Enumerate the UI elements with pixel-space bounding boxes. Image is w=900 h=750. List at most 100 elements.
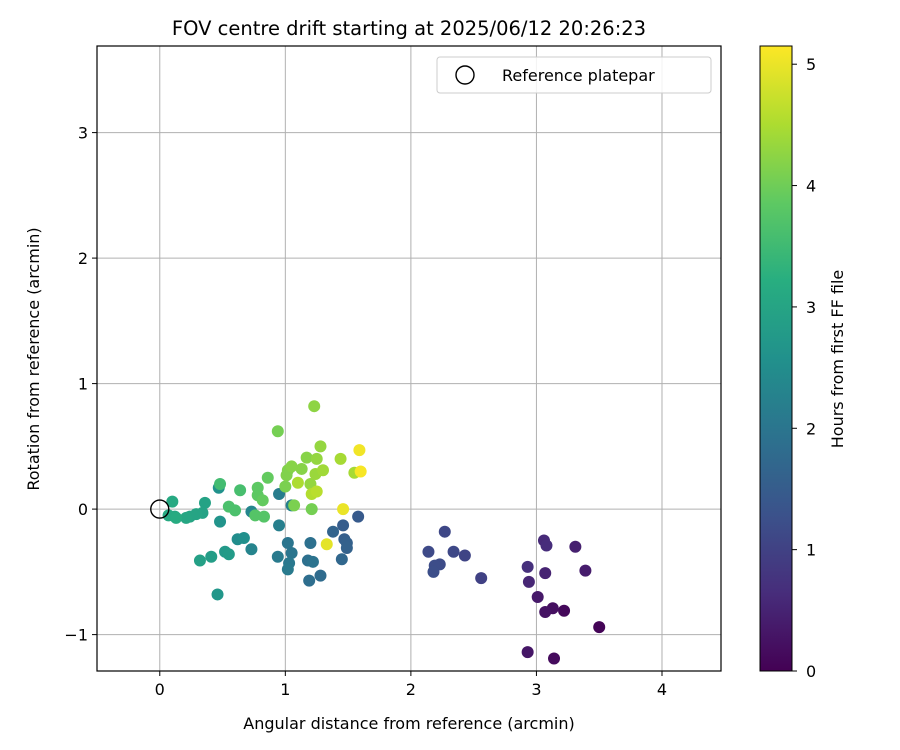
data-point [304, 536, 317, 549]
data-point [310, 485, 323, 498]
y-tick-label: 1 [78, 375, 88, 394]
data-point [295, 462, 308, 475]
data-point [303, 574, 316, 587]
data-point [569, 540, 582, 553]
data-point [229, 504, 242, 517]
data-point [291, 476, 304, 489]
data-point [256, 494, 269, 507]
data-point [211, 588, 224, 601]
legend: Reference platepar [436, 56, 712, 94]
data-point [249, 509, 262, 522]
data-point [340, 542, 353, 555]
x-tick-label: 1 [280, 680, 290, 699]
data-point [251, 481, 264, 494]
data-point [214, 515, 227, 528]
data-point [521, 560, 534, 573]
x-tick-label: 3 [531, 680, 541, 699]
plot-frame [96, 45, 722, 672]
x-tick-label: 0 [155, 680, 165, 699]
data-point [279, 480, 292, 493]
data-point [285, 460, 298, 473]
colorbar-ticks: 0 1 2 3 4 5 [792, 55, 816, 681]
data-point [234, 484, 247, 497]
data-point [193, 554, 206, 567]
colorbar-tick-label: 4 [806, 177, 816, 196]
data-point [300, 451, 313, 464]
data-point [305, 503, 318, 516]
data-point [257, 510, 270, 523]
legend-label: Reference platepar [502, 66, 655, 85]
x-tick-label: 4 [657, 680, 667, 699]
y-tick-label: 3 [78, 124, 88, 143]
data-point [237, 531, 250, 544]
data-point [427, 565, 440, 578]
data-point [222, 548, 235, 561]
data-point [531, 590, 544, 603]
data-point [285, 547, 298, 560]
data-point [320, 538, 333, 551]
data-point [205, 550, 218, 563]
colorbar-tick-label: 1 [806, 541, 816, 560]
data-point [539, 567, 552, 580]
data-point [170, 511, 183, 524]
data-point [180, 511, 193, 524]
data-point [458, 549, 471, 562]
colorbar-tick-label: 5 [806, 55, 816, 74]
y-axis-label: Rotation from reference (arcmin) [24, 227, 43, 490]
x-axis-ticks: 0 1 2 3 4 [155, 671, 667, 699]
data-point [314, 440, 327, 453]
data-point [337, 519, 350, 532]
data-point [438, 525, 451, 538]
reference-marker [150, 499, 170, 519]
data-point [540, 539, 553, 552]
data-point [593, 621, 606, 634]
data-point [521, 646, 534, 659]
data-point [261, 471, 274, 484]
data-point [353, 444, 366, 457]
data-point [475, 572, 488, 585]
y-axis-ticks: −1 0 1 2 3 [64, 124, 97, 645]
data-point [245, 543, 258, 556]
data-point [354, 465, 367, 478]
x-tick-label: 2 [406, 680, 416, 699]
grid-lines [97, 46, 721, 671]
data-point [288, 499, 301, 512]
data-point [352, 510, 365, 523]
data-point [306, 555, 319, 568]
data-point [548, 652, 561, 665]
data-point [558, 604, 571, 617]
data-point [579, 564, 592, 577]
data-point [271, 550, 284, 563]
y-tick-label: 2 [78, 249, 88, 268]
chart-title: FOV centre drift starting at 2025/06/12 … [172, 17, 646, 40]
data-point [214, 478, 227, 491]
legend-open-circle-marker [455, 65, 475, 85]
colorbar-tick-label: 2 [806, 419, 816, 438]
data-point [308, 400, 321, 413]
data-point [281, 536, 294, 549]
colorbar-gradient [759, 45, 793, 672]
data-point [310, 452, 323, 465]
data-point [422, 545, 435, 558]
data-point [447, 545, 460, 558]
x-axis-label: Angular distance from reference (arcmin) [243, 714, 574, 733]
data-point [166, 495, 179, 508]
y-tick-label: 0 [78, 500, 88, 519]
data-point [316, 464, 329, 477]
colorbar-tick-label: 3 [806, 298, 816, 317]
data-point [335, 553, 348, 566]
data-point [273, 519, 286, 532]
data-point [337, 503, 350, 516]
data-point [334, 452, 347, 465]
data-point [327, 525, 340, 538]
colorbar-label: Hours from first FF file [828, 270, 847, 449]
data-point [198, 496, 211, 509]
data-point [314, 569, 327, 582]
colorbar: 0 1 2 3 4 5 Hours from first FF file [759, 45, 847, 681]
data-point [281, 563, 294, 576]
data-point [271, 425, 284, 438]
data-point [539, 606, 552, 619]
y-tick-label: −1 [64, 626, 88, 645]
data-point [522, 575, 535, 588]
